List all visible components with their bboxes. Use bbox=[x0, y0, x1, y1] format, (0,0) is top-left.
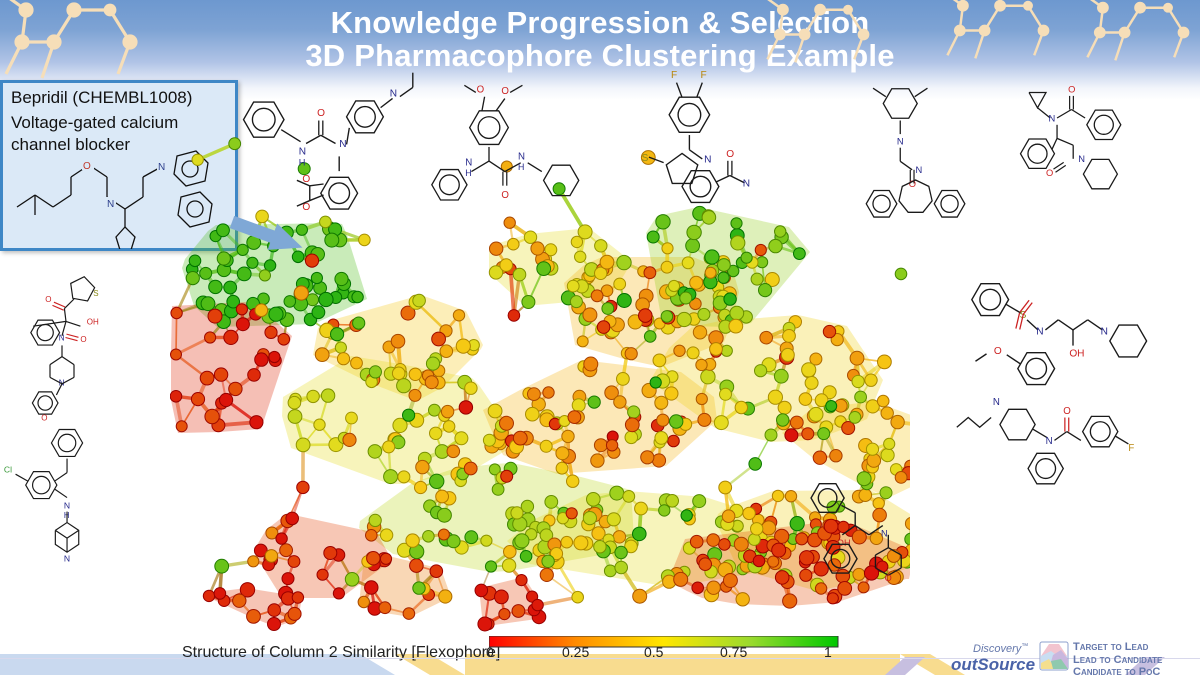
svg-text:N: N bbox=[158, 162, 165, 173]
svg-text:N: N bbox=[299, 147, 306, 158]
svg-text:Cl: Cl bbox=[4, 465, 12, 475]
svg-text:N: N bbox=[64, 554, 70, 564]
svg-text:F: F bbox=[671, 70, 677, 81]
svg-text:O: O bbox=[317, 108, 325, 119]
svg-text:F: F bbox=[700, 70, 706, 81]
svg-text:N: N bbox=[1046, 436, 1053, 447]
svg-text:N: N bbox=[1049, 113, 1056, 123]
svg-text:N: N bbox=[743, 179, 750, 190]
svg-text:N: N bbox=[897, 136, 904, 146]
svg-text:N: N bbox=[1036, 327, 1043, 338]
svg-text:N: N bbox=[1101, 327, 1108, 338]
svg-text:O: O bbox=[1068, 85, 1075, 95]
svg-text:O: O bbox=[45, 295, 51, 304]
svg-text:N: N bbox=[1078, 154, 1085, 164]
svg-text:N: N bbox=[916, 165, 923, 175]
svg-text:OH: OH bbox=[87, 318, 99, 327]
svg-text:N: N bbox=[59, 334, 65, 343]
svg-text:O: O bbox=[1046, 168, 1053, 178]
svg-text:O: O bbox=[41, 414, 47, 423]
svg-text:N: N bbox=[993, 397, 1000, 408]
svg-text:OH: OH bbox=[837, 538, 851, 548]
svg-text:O: O bbox=[501, 86, 509, 97]
svg-text:O: O bbox=[80, 335, 86, 344]
svg-text:N: N bbox=[465, 157, 472, 168]
svg-text:N: N bbox=[881, 529, 888, 539]
svg-text:O: O bbox=[1063, 406, 1071, 417]
svg-text:N: N bbox=[107, 199, 114, 210]
svg-text:N: N bbox=[518, 151, 525, 162]
svg-text:O: O bbox=[83, 161, 91, 172]
svg-text:N: N bbox=[64, 501, 70, 511]
svg-text:O: O bbox=[501, 190, 509, 201]
svg-text:O: O bbox=[477, 84, 485, 95]
svg-text:H: H bbox=[465, 168, 471, 178]
svg-text:H: H bbox=[518, 162, 524, 172]
svg-text:O: O bbox=[885, 573, 892, 583]
svg-text:S: S bbox=[93, 289, 98, 298]
svg-text:OH: OH bbox=[1069, 349, 1084, 360]
svg-text:H: H bbox=[299, 158, 306, 168]
svg-text:O: O bbox=[994, 346, 1002, 357]
svg-text:F: F bbox=[1128, 443, 1134, 454]
svg-text:N: N bbox=[339, 139, 346, 150]
svg-text:N: N bbox=[390, 89, 397, 100]
svg-text:O: O bbox=[726, 149, 734, 160]
svg-text:N: N bbox=[704, 155, 711, 166]
svg-text:S: S bbox=[642, 153, 649, 164]
